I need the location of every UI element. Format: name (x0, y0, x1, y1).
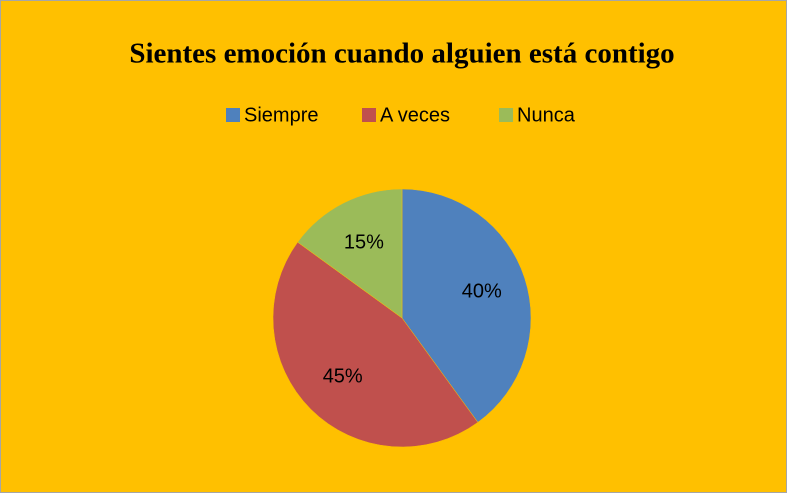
legend-label: Nunca (517, 104, 576, 126)
pie-slice (401, 188, 532, 423)
legend-label: Siempre (244, 104, 318, 126)
data-label: 45% (323, 366, 363, 388)
chart-title: Sientes emoción cuando alguien está cont… (129, 38, 674, 70)
pie-slice (297, 188, 403, 319)
pie-slice (272, 241, 479, 448)
legend-swatch (499, 108, 513, 122)
legend-swatch (362, 108, 376, 122)
data-label: 40% (462, 280, 502, 302)
legend-label: A veces (380, 104, 450, 126)
legend-swatch (226, 108, 240, 122)
data-label: 15% (344, 232, 384, 254)
